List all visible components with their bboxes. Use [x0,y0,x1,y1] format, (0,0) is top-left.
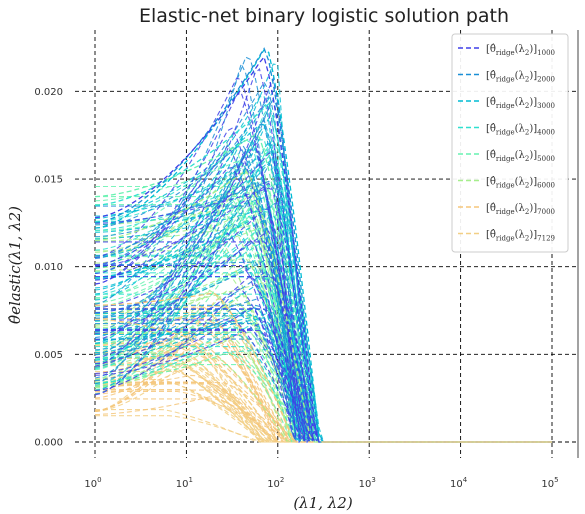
legend-label: [θ̂ridge(λ2)]2000 [486,71,555,84]
series-line [95,328,552,443]
series-line [95,276,552,443]
x-tick-label: 102 [267,476,284,490]
y-tick-label: 0.010 [34,262,63,273]
series-line [95,305,552,443]
series-line [95,353,552,443]
series-line [95,241,552,443]
legend: [θ̂ridge(λ2)]1000 [θ̂ridge(λ2)]2000 [θ̂rid… [451,33,569,253]
series-line [94,139,552,443]
y-tick-label: 0.005 [34,350,63,361]
x-tick-label: 101 [176,476,193,490]
x-tick-label: 105 [541,476,558,490]
series-line [94,95,552,443]
legend-label: [θ̂ridge(λ2)]7129 [486,230,555,243]
series-line [95,323,552,443]
series-line [95,346,552,443]
series-line [95,328,552,443]
series-line [94,177,552,443]
axes: 100 101 102 103 104 105 0.000 0.005 0.010 0.015 0.… [6,30,579,512]
series-line [94,90,552,443]
x-tick-label: 104 [450,476,468,490]
legend-label: [θ̂ridge(λ2)]1000 [486,44,555,57]
y-tick-label: 0.020 [34,87,63,98]
series-lines [94,47,552,443]
legend-label: [θ̂ridge(λ2)]5000 [486,150,555,163]
legend-label: [θ̂ridge(λ2)]3000 [486,97,555,110]
legend-box [451,33,569,253]
series-line [95,185,552,443]
y-axis-label: θ̂elastic(λ1, λ2) [6,206,24,324]
series-line [94,323,552,443]
series-line [94,148,552,443]
series-line [95,390,552,443]
y-tick-label: 0.015 [34,175,63,186]
series-line [95,370,552,443]
legend-label: [θ̂ridge(λ2)]4000 [486,124,555,137]
legend-label: [θ̂ridge(λ2)]6000 [486,177,555,190]
chart-title: Elastic-net binary logistic solution pat… [139,5,509,27]
series-line [94,348,552,443]
series-line [94,138,552,443]
y-tick-label: 0.000 [34,438,63,449]
legend-label: [θ̂ridge(λ2)]7000 [486,203,555,216]
series-line [94,307,552,443]
x-tick-label: 103 [359,476,376,490]
series-line [95,205,552,443]
series-line [94,292,552,443]
series-line [94,178,552,443]
series-line [94,67,552,443]
series-line [94,152,552,443]
series-line [94,190,552,443]
x-tick-label: 100 [84,476,101,490]
series-line [94,368,552,443]
x-axis-label: (λ1, λ2) [293,494,352,512]
